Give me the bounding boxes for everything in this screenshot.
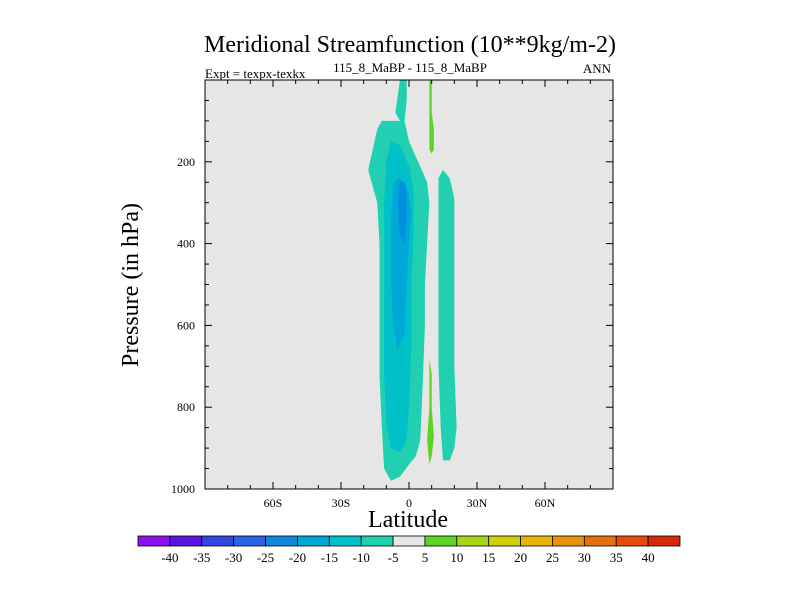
colorbar-swatch bbox=[233, 535, 266, 547]
y-axis-ticks: 200 400 600 800 1000 bbox=[171, 99, 613, 496]
x-tick-label: 0 bbox=[406, 496, 412, 510]
colorbar-swatch bbox=[583, 535, 617, 547]
colorbar-label: 30 bbox=[578, 550, 591, 565]
colorbar-swatch bbox=[424, 535, 458, 547]
colorbar-label: -10 bbox=[353, 550, 370, 565]
colorbar-label: 25 bbox=[546, 550, 559, 565]
colorbar-swatch bbox=[360, 535, 394, 547]
x-tick-label: 60N bbox=[535, 496, 556, 510]
case-label: 115_8_MaBP - 115_8_MaBP bbox=[333, 60, 487, 75]
colorbar-label: -25 bbox=[257, 550, 274, 565]
colorbar-label: -40 bbox=[161, 550, 178, 565]
chart-title: Meridional Streamfunction (10**9kg/m-2) bbox=[204, 32, 616, 58]
northern-cell bbox=[438, 170, 457, 461]
y-tick-label: 200 bbox=[177, 155, 195, 169]
colorbar-swatch bbox=[615, 535, 649, 547]
colorbar-label: 10 bbox=[450, 550, 463, 565]
colorbar-label: -20 bbox=[289, 550, 306, 565]
y-axis-label: Pressure (in hPa) bbox=[118, 203, 144, 367]
colorbar-label: -35 bbox=[193, 550, 210, 565]
colorbar-swatch bbox=[647, 535, 681, 547]
x-tick-label: 30S bbox=[332, 496, 351, 510]
colorbar-swatch bbox=[552, 535, 585, 547]
y-tick-label: 1000 bbox=[171, 482, 195, 496]
colorbar-swatch bbox=[297, 535, 330, 547]
colorbar-swatch bbox=[201, 535, 235, 547]
colorbar-swatch bbox=[392, 535, 426, 547]
x-axis-ticks: 60S 30S 0 30N 60N bbox=[227, 80, 591, 510]
colorbar-label: -5 bbox=[388, 550, 399, 565]
x-tick-label: 60S bbox=[264, 496, 283, 510]
season-label: ANN bbox=[583, 61, 612, 76]
southern-core-max bbox=[397, 182, 407, 244]
colorbar-label: -30 bbox=[225, 550, 242, 565]
y-tick-label: 600 bbox=[177, 318, 195, 332]
x-axis-label: Latitude bbox=[368, 507, 448, 533]
colorbar-label: 40 bbox=[642, 550, 655, 565]
colorbar-label: 35 bbox=[610, 550, 623, 565]
y-tick-label: 400 bbox=[177, 237, 195, 251]
colorbar-label: 15 bbox=[482, 550, 495, 565]
colorbar-label: -15 bbox=[321, 550, 338, 565]
colorbar-label: 5 bbox=[422, 550, 429, 565]
colorbar-swatch bbox=[520, 535, 553, 547]
ascending-branch-upper bbox=[429, 80, 434, 154]
ascending-branch-lower bbox=[427, 358, 434, 465]
contour-regions bbox=[368, 80, 457, 481]
colorbar-swatch bbox=[456, 535, 490, 547]
colorbar-swatch bbox=[328, 535, 362, 547]
x-tick-label: 30N bbox=[467, 496, 488, 510]
experiment-label: Expt = texpx-texkx bbox=[205, 66, 306, 81]
colorbar-swatch bbox=[488, 535, 521, 547]
y-tick-label: 800 bbox=[177, 400, 195, 414]
colorbar-label: 20 bbox=[514, 550, 527, 565]
colorbar-swatch bbox=[137, 535, 171, 547]
colorbar-swatch bbox=[265, 535, 298, 547]
colorbar-swatch bbox=[169, 535, 203, 547]
colorbar: -40 -35 -30 -25 -20 -15 -10 -5 5 10 15 20 25 30 35 40 bbox=[137, 535, 681, 565]
